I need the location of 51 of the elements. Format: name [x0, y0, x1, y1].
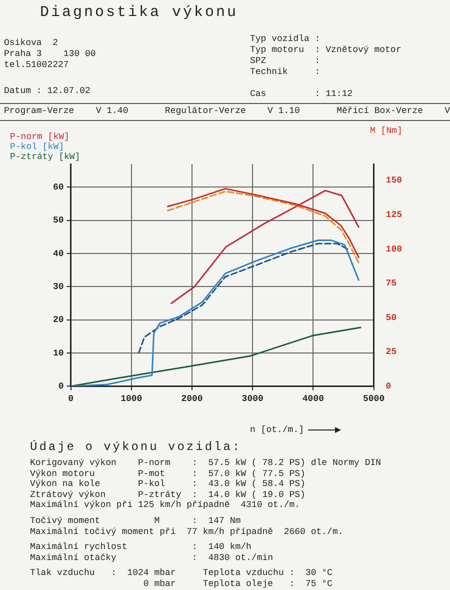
- text: Maximální otačky : 4830 ot./min: [30, 552, 274, 564]
- text: Datum : 12.07.02: [4, 86, 90, 97]
- text: Výkon na kole P-kol : 43.0 kW ( 58.4 PS): [30, 479, 306, 490]
- text: Praha 3 130 00: [4, 49, 96, 59]
- y-tick-label: 10: [52, 348, 64, 358]
- text: Maximální rychlost : 140 km/h: [30, 542, 252, 553]
- text: Program-Verze V 1.40: [4, 106, 128, 117]
- text: Výkon motoru P-mot : 57.0 kW ( 77.5 PS): [30, 468, 306, 480]
- x-tick-label: 3000: [242, 394, 264, 404]
- y2-tick-label: 25: [386, 347, 397, 358]
- x-axis-title: n [ot./m.]: [250, 425, 304, 435]
- text: Maximální výkon při 125 km/h případně 4310 ot./m.: [30, 500, 302, 511]
- text: Točivý moment M : 147 Nm: [30, 516, 242, 527]
- y2-tick-label: 150: [386, 176, 402, 186]
- y-tick-label: 50: [52, 216, 64, 226]
- y-tick-label: 40: [52, 248, 64, 259]
- y2-tick-label: 125: [386, 210, 402, 220]
- x-tick-label: 4000: [302, 394, 324, 404]
- y2-tick-label: 0: [386, 381, 392, 392]
- text: P-norm [kW]: [10, 132, 70, 142]
- text: tel.51002227: [4, 60, 69, 70]
- text: 0 mbar Teplota oleje : 75 °C: [142, 578, 334, 590]
- text: P-ztráty [kW]: [10, 152, 80, 162]
- text: Osikova 2: [4, 38, 58, 48]
- y-tick-label: 30: [52, 282, 64, 292]
- x-tick-label: 2000: [181, 394, 203, 404]
- text: Technik :: [250, 67, 320, 77]
- text: Typ motoru : Vznětový motor: [250, 45, 402, 55]
- text: Cas : 11:12: [250, 89, 353, 99]
- text: Korigovaný výkon P-norm : 57.5 kW ( 78.2 PS) dle Normy DIN: [30, 458, 382, 469]
- line-series: [138, 242, 350, 354]
- y-tick-label: 20: [52, 315, 64, 326]
- text: P-kol [kW]: [10, 142, 66, 152]
- text: Tlak vzduchu : 1024 mbar Teplota vzduchu : 30 °C: [30, 568, 334, 579]
- y-tick-label: 0: [58, 381, 64, 392]
- x-tick-label: 5000: [362, 394, 385, 404]
- text: Typ vozidla :: [250, 34, 320, 44]
- text: Regulátor-Verze V 1.10: [164, 106, 300, 117]
- y2-tick-label: 50: [386, 312, 397, 323]
- text: Maximální točivý moment při 77 km/h případně 2660 ot./m.: [30, 526, 344, 538]
- y2-tick-label: 75: [386, 278, 397, 289]
- chart-title: Diagnostika výkonu: [40, 4, 238, 21]
- x-tick-label: 0: [68, 394, 74, 404]
- x-tick-label: 1000: [120, 394, 142, 404]
- y-tick-label: 60: [52, 182, 64, 192]
- text: Údaje o výkonu vozidla:: [30, 440, 242, 454]
- text: SPZ :: [250, 56, 320, 66]
- text: Měřicí Box-Verze V: [336, 106, 450, 117]
- y2-tick-label: 100: [386, 244, 402, 254]
- text: Ztrátový výkon P-ztráty : 14.0 kW ( 19.0 PS): [30, 490, 306, 500]
- text: M [Nm]: [370, 126, 402, 136]
